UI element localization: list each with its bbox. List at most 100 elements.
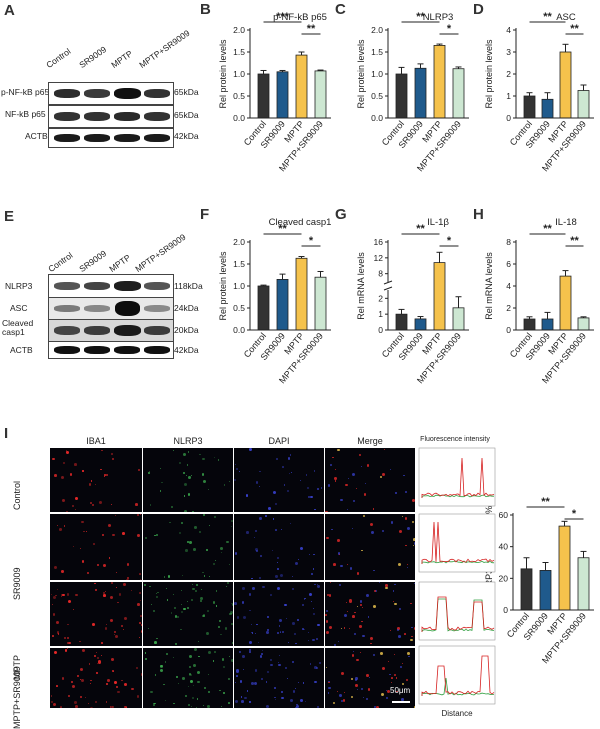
panel-letter: H [473, 206, 484, 223]
panel-letter-i: I [4, 425, 9, 442]
y-axis-label: Rel mRNA levels [484, 252, 494, 320]
lane-label: Control [44, 46, 73, 70]
bar [257, 285, 270, 331]
lane-label: Control [46, 250, 75, 274]
axis-break-mark [383, 280, 393, 285]
red-intensity-line [421, 596, 495, 632]
red-intensity-line [421, 521, 495, 564]
bar [452, 307, 465, 331]
green-intensity-line [421, 677, 495, 696]
bar [452, 68, 465, 119]
significance-label: ** [570, 235, 579, 247]
micrograph-tile [234, 648, 324, 708]
bar [276, 71, 289, 119]
y-tick-label: 2 [506, 303, 511, 313]
chart-title: Cleaved casp1 [269, 217, 332, 228]
bar [295, 257, 308, 331]
kda-label: 65kDa [174, 110, 199, 120]
y-tick-label: 16 [374, 237, 384, 247]
micrograph-tile [143, 448, 233, 512]
blot-strip-cleaved-casp1 [48, 319, 174, 342]
blot-row-label: ACTB [25, 131, 48, 141]
bar [541, 98, 554, 119]
bar [314, 70, 327, 119]
y-tick-label: 0.0 [371, 113, 383, 123]
intensity-plot-frame [418, 447, 496, 507]
micrograph-tile [50, 582, 142, 646]
axis-break-mark [383, 286, 393, 291]
panel-letter: D [473, 1, 484, 18]
y-tick-label: 12 [374, 253, 384, 263]
y-tick-label: 2 [506, 69, 511, 79]
chart-title: IL-18 [555, 217, 577, 228]
y-tick-label: 0.5 [233, 91, 245, 101]
intensity-plot-frame [418, 513, 496, 573]
significance-label: * [309, 235, 314, 247]
y-tick-label: 0.0 [233, 113, 245, 123]
y-tick-label: 1.0 [371, 69, 383, 79]
bar [257, 73, 270, 119]
y-tick-label: 0.5 [371, 91, 383, 101]
fluorescence-intensity-plots [418, 447, 496, 705]
panel-letter-a: A [4, 2, 15, 19]
blot-strip-nlrp3 [48, 274, 174, 298]
micrograph-tile [325, 448, 415, 512]
micrograph-tile [234, 514, 324, 580]
significance-label: ** [570, 23, 579, 35]
row-label: SR9009 [12, 567, 22, 600]
bar [523, 95, 536, 119]
blot-strip-p-nfkb [48, 82, 174, 105]
panel-letter: G [335, 206, 347, 223]
y-tick-label: 40 [499, 542, 509, 552]
micrograph-tile [234, 582, 324, 646]
kda-label: 65kDa [174, 87, 199, 97]
kda-label: 118kDa [174, 281, 203, 291]
red-intensity-line [421, 655, 495, 696]
micrograph-tile [143, 514, 233, 580]
y-axis-label: Rel protein levels [356, 39, 366, 109]
significance-label: ** [416, 223, 425, 235]
blot-strip-actb [48, 341, 174, 359]
significance-label: ** [543, 223, 552, 235]
bar [433, 262, 446, 331]
scale-bar [392, 701, 410, 703]
column-title: DAPI [268, 436, 290, 446]
blot-row-label: ACTB [10, 345, 33, 355]
blot-strip-actb [48, 128, 174, 148]
bar [559, 51, 572, 119]
y-tick-label: 2.0 [233, 25, 245, 35]
y-tick-label: 1.0 [233, 69, 245, 79]
significance-label: ** [543, 11, 552, 23]
micrograph-tile [50, 514, 142, 580]
bar [314, 276, 327, 331]
intensity-plot-frame [418, 645, 496, 705]
micrograph-tile [234, 448, 324, 512]
significance-label: ** [541, 496, 550, 508]
y-tick-label: 0.5 [233, 303, 245, 313]
y-tick-label: 1.5 [371, 47, 383, 57]
micrograph-tile [325, 648, 415, 708]
kda-label: 24kDa [174, 303, 199, 313]
significance-label: *** [276, 11, 290, 23]
y-tick-label: 2 [378, 293, 383, 303]
panel-letter: B [200, 1, 211, 18]
blot-row-label: ASC [10, 303, 28, 313]
bar [523, 318, 536, 331]
significance-label: ** [416, 11, 425, 23]
bar [276, 279, 289, 331]
red-intensity-line [421, 457, 495, 498]
y-tick-label: 1.5 [233, 47, 245, 57]
distance-label: Distance [441, 709, 473, 718]
bar [433, 45, 446, 119]
chart-title: p-NF-kB p65 [273, 12, 327, 23]
bar [395, 73, 408, 119]
column-title: Fluorescence intensity [420, 436, 490, 443]
kda-label: 42kDa [174, 345, 199, 355]
y-tick-label: 0 [378, 325, 383, 335]
y-tick-label: 2.0 [233, 237, 245, 247]
y-tick-label: 0 [506, 325, 511, 335]
y-tick-label: 1.5 [233, 259, 245, 269]
bar [577, 90, 590, 119]
blot-row-label: p-NF-kB p65 [1, 87, 50, 97]
